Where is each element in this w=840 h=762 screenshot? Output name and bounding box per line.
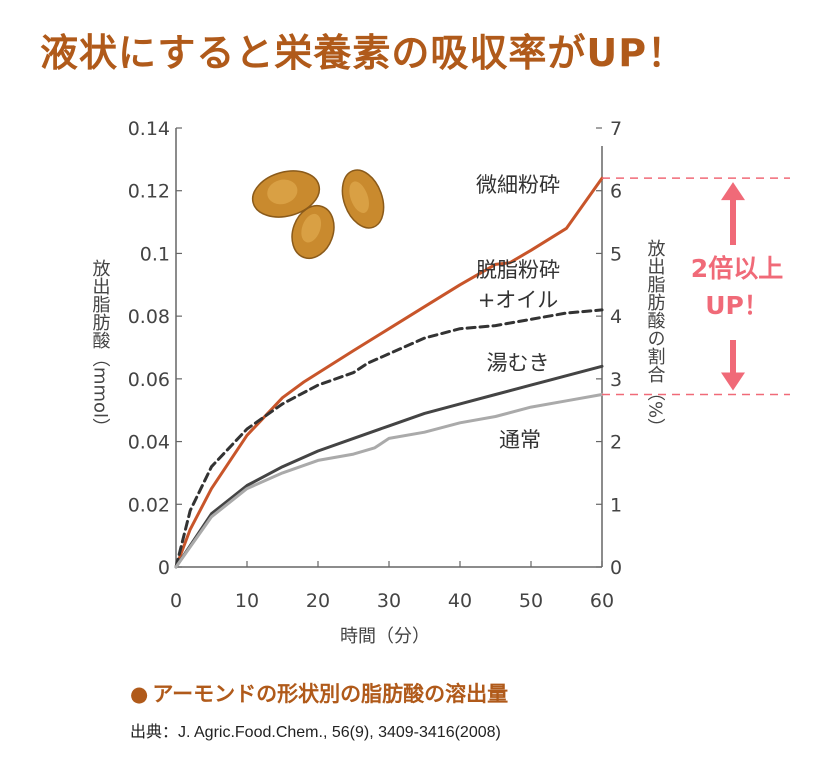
x-tick-label: 40 (448, 590, 472, 612)
caption-bullet: ● (130, 682, 149, 706)
y-tick-label: 0.02 (128, 494, 170, 516)
x-tick-label: 0 (170, 590, 182, 612)
series-label-0: 微細粉砕 (476, 173, 560, 197)
y2-tick-label: 1 (610, 494, 622, 516)
series-line-1 (174, 308, 604, 569)
arrow-down-icon (721, 372, 745, 391)
chart-caption: ● アーモンドの形状別の脂肪酸の溶出量 (130, 678, 508, 708)
x-tick-label: 60 (590, 590, 614, 612)
source-citation: 出典：J. Agric.Food.Chem., 56(9), 3409-3416… (130, 724, 501, 741)
x-tick-label: 50 (519, 590, 543, 612)
y-tick-label: 0.12 (128, 181, 170, 203)
almond-highlight (267, 179, 298, 205)
series-line-2 (174, 364, 604, 569)
y-tick-label: 0.06 (128, 369, 170, 391)
series-label-1: 脱脂粉砕 (476, 258, 560, 282)
annotation-line1: 2倍以上 (691, 254, 783, 283)
arrow-up-icon (721, 182, 745, 201)
x-tick-label: 10 (235, 590, 259, 612)
y-tick-label: 0.1 (140, 243, 170, 265)
y2-tick-label: 7 (610, 118, 622, 140)
series-label-2: 湯むき (487, 351, 550, 375)
y2-tick-label: 6 (610, 181, 622, 203)
annotation-line2: UP！ (705, 291, 769, 320)
y2-tick-label: 5 (610, 243, 622, 265)
y-axis-label: 放出脂肪酸（mmol） (90, 259, 111, 436)
x-tick-label: 30 (377, 590, 401, 612)
y2-tick-label: 4 (610, 306, 622, 328)
x-tick-label: 20 (306, 590, 330, 612)
y-tick-label: 0.14 (128, 118, 170, 140)
y-tick-label: 0.04 (128, 432, 170, 454)
y2-tick-label: 0 (610, 557, 622, 579)
y2-tick-label: 3 (610, 369, 622, 391)
almond-highlight (301, 213, 322, 243)
y2-tick-label: 2 (610, 432, 622, 454)
series-label-3: 通常 (499, 428, 541, 452)
series-line-0 (174, 176, 604, 569)
series-line-3 (174, 393, 604, 569)
y-tick-label: 0.08 (128, 306, 170, 328)
y2-axis-label: 放出脂肪酸の割合（%） (645, 239, 666, 436)
series-label-1: +オイル (478, 288, 559, 312)
caption-text: アーモンドの形状別の脂肪酸の溶出量 (152, 682, 509, 706)
almond-highlight (349, 181, 369, 213)
y-tick-label: 0 (158, 557, 170, 579)
page-headline: 液状にすると栄養素の吸収率がUP！ (40, 31, 687, 75)
x-axis-label: 時間（分） (340, 626, 430, 647)
